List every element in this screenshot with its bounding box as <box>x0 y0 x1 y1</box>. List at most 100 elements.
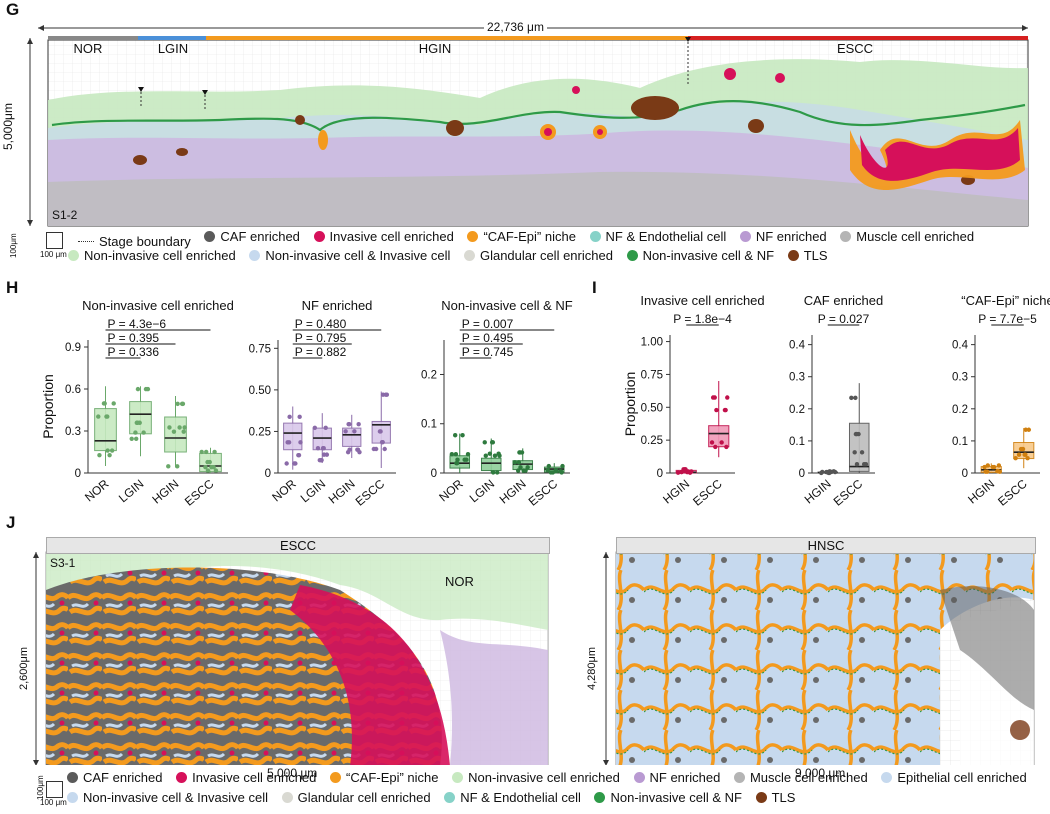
p-value-label: P = 0.007 <box>462 317 514 331</box>
j-scale-top: 100 μm <box>40 798 67 807</box>
stage-hgin-label: HGIN <box>418 41 452 56</box>
legend-item: Stage boundary <box>78 234 191 249</box>
escc-nf-region <box>440 630 548 765</box>
data-point <box>134 436 139 441</box>
legend-item: Glandular cell enriched <box>281 790 431 805</box>
stage-segment-lgin <box>138 36 206 40</box>
data-point <box>323 425 328 431</box>
invasive-focus <box>544 128 552 136</box>
x-tick-label: HGIN <box>326 477 358 507</box>
j-legend-row2: Non-invasive cell & Invasive cell Glandu… <box>67 790 805 806</box>
y-tick-label: 0 <box>75 468 81 480</box>
dot-icon <box>633 772 645 783</box>
data-point <box>109 448 115 453</box>
data-point <box>482 440 487 445</box>
data-point <box>105 448 110 453</box>
x-tick-label: HGIN <box>965 477 997 507</box>
y-tick-label: 0.3 <box>952 372 968 384</box>
legend-item: NF enriched <box>633 770 720 785</box>
y-tick-label: 0.4 <box>952 340 969 352</box>
data-point <box>681 469 687 474</box>
data-point <box>145 386 151 392</box>
j-right-height: 4,280μm <box>586 646 598 690</box>
p-value-label: P = 4.3e−6 <box>108 317 167 331</box>
data-point <box>719 440 724 445</box>
data-point <box>1013 456 1018 461</box>
box <box>480 457 502 472</box>
data-point <box>177 425 182 430</box>
x-tick-label: LGIN <box>298 477 328 506</box>
data-point <box>854 462 860 467</box>
data-point <box>449 451 455 457</box>
data-point <box>104 414 109 419</box>
data-point <box>465 451 471 457</box>
dot-icon <box>444 792 456 803</box>
data-point <box>298 440 303 445</box>
legend-item: Muscle cell enriched <box>733 770 868 785</box>
j-left-width: 5,000 μm <box>264 766 321 780</box>
g-sample-label: S1-2 <box>52 208 78 222</box>
tls-blob <box>133 155 147 165</box>
x-tick-label: NOR <box>82 476 112 504</box>
dot-icon <box>755 792 767 803</box>
data-point <box>990 464 996 470</box>
g-legend-row2: Non-invasive cell enriched Non-invasive … <box>68 248 838 264</box>
x-tick-label: NOR <box>436 476 466 504</box>
panel-label-j: J <box>6 513 16 532</box>
y-tick-label: 0.25 <box>641 435 663 447</box>
panel-j-maps <box>33 551 1035 765</box>
data-point <box>356 421 361 427</box>
y-tick-label: 0 <box>799 468 805 480</box>
data-point <box>453 451 459 457</box>
hnsc-caf-region <box>940 586 1034 710</box>
data-point <box>1025 456 1030 461</box>
data-point <box>1026 427 1032 432</box>
tls-blob <box>295 115 305 125</box>
data-point <box>853 395 858 401</box>
p-value-label: P = 0.745 <box>462 345 514 359</box>
hnsc-header: HNSC <box>616 537 1036 554</box>
data-point <box>211 465 216 470</box>
data-point <box>558 469 563 474</box>
p-value-label: P = 0.795 <box>295 331 347 345</box>
data-point <box>995 468 1000 474</box>
data-point <box>487 451 493 456</box>
j-scale-side: 100μm <box>36 775 45 800</box>
data-point <box>296 452 301 458</box>
data-point <box>454 461 459 466</box>
x-tick-label: ESCC <box>182 476 217 508</box>
data-point <box>382 446 387 452</box>
x-tick-label: LGIN <box>116 477 146 506</box>
legend-item: TLS <box>787 248 828 263</box>
data-point <box>512 460 518 465</box>
y-tick-label: 0.50 <box>641 402 663 414</box>
data-point <box>849 395 854 401</box>
data-point <box>675 470 681 475</box>
chart-title: NF enriched <box>302 298 373 313</box>
data-point <box>515 468 521 473</box>
data-point <box>320 446 326 451</box>
data-point <box>166 464 171 469</box>
dot-icon <box>594 792 606 803</box>
y-tick-label: 0.3 <box>65 426 81 438</box>
y-tick-label: 0.2 <box>789 404 805 416</box>
dot-icon <box>589 231 601 242</box>
data-point <box>452 433 458 438</box>
stage-nor-label: NOR <box>73 41 103 56</box>
dot-icon <box>787 250 799 261</box>
y-tick-label: 0.1 <box>421 419 437 431</box>
data-point <box>135 386 141 392</box>
stage-boundary-icon <box>78 241 94 242</box>
legend-item: “CAF-Epi” niche <box>467 229 576 244</box>
dot-icon <box>840 231 852 242</box>
data-point <box>284 461 289 466</box>
hnsc-tissue-region <box>616 552 1034 765</box>
dot-icon <box>739 231 751 242</box>
x-tick-label: ESCC <box>690 476 725 508</box>
escc-invasive-front <box>290 585 450 765</box>
data-point <box>175 401 180 407</box>
p-value-label: P = 0.480 <box>295 317 347 331</box>
legend-item: CAF enriched <box>204 229 300 244</box>
panel-label-g: G <box>6 0 20 19</box>
dot-icon <box>249 250 261 261</box>
